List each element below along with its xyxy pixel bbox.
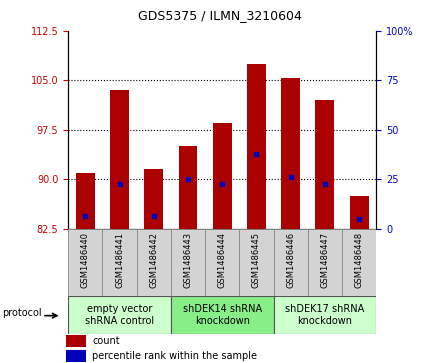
Bar	[66, 335, 86, 347]
Bar	[76, 173, 95, 229]
Bar	[247, 64, 266, 229]
Text: GDS5375 / ILMN_3210604: GDS5375 / ILMN_3210604	[138, 9, 302, 22]
Text: GSM1486440: GSM1486440	[81, 232, 90, 288]
Bar	[171, 229, 205, 296]
Text: count: count	[92, 336, 120, 346]
Text: GSM1486448: GSM1486448	[355, 232, 363, 288]
Bar	[239, 229, 274, 296]
Text: GSM1486447: GSM1486447	[320, 232, 330, 288]
Text: GSM1486442: GSM1486442	[149, 232, 158, 288]
Bar	[274, 229, 308, 296]
Text: GSM1486444: GSM1486444	[218, 232, 227, 288]
Text: GSM1486446: GSM1486446	[286, 232, 295, 288]
Text: percentile rank within the sample: percentile rank within the sample	[92, 351, 257, 361]
Bar	[281, 78, 300, 229]
Text: protocol: protocol	[2, 308, 42, 318]
Text: GSM1486441: GSM1486441	[115, 232, 124, 288]
Text: GSM1486443: GSM1486443	[183, 232, 192, 288]
Bar	[110, 90, 129, 229]
Bar	[179, 146, 198, 229]
Bar	[171, 296, 274, 334]
Bar	[68, 296, 171, 334]
Bar	[103, 229, 137, 296]
Bar	[205, 229, 239, 296]
Text: empty vector
shRNA control: empty vector shRNA control	[85, 304, 154, 326]
Bar	[66, 350, 86, 362]
Text: GSM1486445: GSM1486445	[252, 232, 261, 288]
Text: shDEK14 shRNA
knockdown: shDEK14 shRNA knockdown	[183, 304, 262, 326]
Bar	[342, 229, 376, 296]
Bar	[274, 296, 376, 334]
Bar	[308, 229, 342, 296]
Bar	[144, 169, 163, 229]
Text: shDEK17 shRNA
knockdown: shDEK17 shRNA knockdown	[285, 304, 364, 326]
Bar	[137, 229, 171, 296]
Bar	[68, 229, 103, 296]
Bar	[213, 123, 231, 229]
Bar	[350, 196, 369, 229]
Bar	[315, 100, 334, 229]
